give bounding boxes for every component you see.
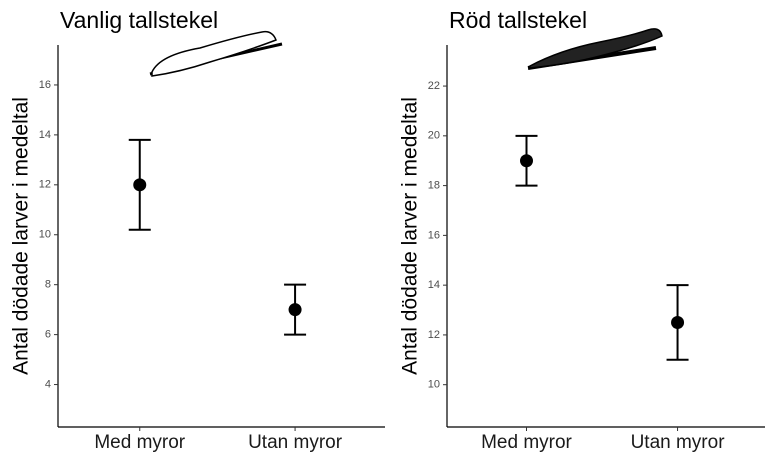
y-tick-label: 16 (39, 79, 51, 91)
larva-illustration (528, 29, 662, 68)
y-tick-label: 18 (428, 180, 440, 192)
point (671, 316, 684, 329)
x-tick-label: Med myror (94, 432, 185, 452)
chart-title: Röd tallstekel (449, 7, 587, 33)
y-tick-label: 22 (428, 80, 440, 92)
y-tick-label: 4 (45, 378, 51, 390)
point (289, 303, 302, 316)
y-tick-label: 10 (39, 229, 51, 241)
chart: Vanlig tallstekel Antal dödade larver i m… (10, 7, 385, 452)
x-tick-label: Utan myror (248, 432, 343, 452)
y-tick-label: 6 (45, 329, 51, 341)
y-tick-label: 12 (39, 179, 51, 191)
y-tick-label: 8 (45, 279, 51, 291)
y-axis-label: Antal dödade larver i medeltal (399, 97, 422, 375)
y-tick-label: 12 (428, 329, 440, 341)
y-tick-label: 16 (428, 229, 440, 241)
chart: Röd tallstekel Antal dödade larver i mede… (399, 7, 765, 452)
point (133, 178, 146, 191)
chart-title: Vanlig tallstekel (60, 7, 218, 33)
y-tick-label: 14 (428, 279, 440, 291)
x-tick-label: Utan myror (631, 432, 726, 452)
point (520, 154, 533, 167)
x-tick-label: Med myror (481, 432, 572, 452)
y-axis-label: Antal dödade larver i medeltal (10, 97, 33, 375)
y-tick-label: 14 (39, 129, 51, 141)
y-tick-label: 20 (428, 130, 440, 142)
larva-illustration (150, 32, 282, 76)
figure: Vanlig tallstekel Antal dödade larver i m… (0, 0, 770, 452)
y-tick-label: 10 (428, 379, 440, 391)
